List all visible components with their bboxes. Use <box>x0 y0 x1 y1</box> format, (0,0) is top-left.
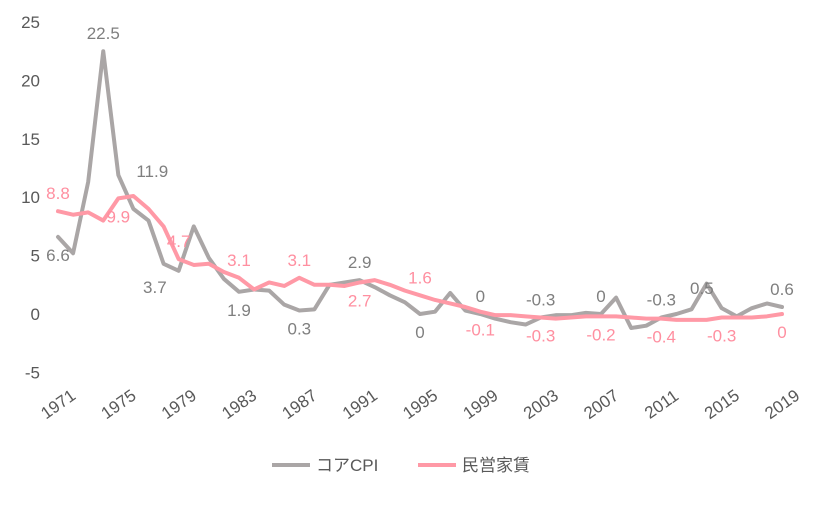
x-tick-label: 1979 <box>158 386 200 423</box>
x-tick-label: 2015 <box>701 386 743 423</box>
data-label: 2.9 <box>348 253 372 272</box>
data-label: 3.7 <box>143 278 167 297</box>
data-label: 1.6 <box>408 268 432 287</box>
data-label: 0 <box>476 287 485 306</box>
x-tick-label: 1987 <box>279 386 321 423</box>
x-tick-label: 2011 <box>641 386 682 423</box>
data-label: -0.3 <box>707 327 736 346</box>
data-label: -0.3 <box>647 291 676 310</box>
data-label: 2.7 <box>348 291 372 310</box>
series-lines <box>56 49 784 331</box>
x-tick-label: 2007 <box>580 386 622 423</box>
data-label: 6.6 <box>46 246 70 265</box>
data-label: 0.6 <box>770 280 794 299</box>
data-label: 11.9 <box>136 162 168 181</box>
x-tick-label: 1975 <box>98 386 140 423</box>
data-label: 0 <box>777 323 786 342</box>
x-tick-label: 1999 <box>460 386 502 423</box>
x-tick-label: 1971 <box>37 386 79 423</box>
y-tick-label: -5 <box>25 363 40 382</box>
y-tick-label: 25 <box>21 13 40 32</box>
data-label: -0.1 <box>466 321 495 340</box>
data-label: 0.5 <box>690 279 714 298</box>
x-tick-label: 2003 <box>520 386 562 423</box>
series-line-private-rent <box>56 194 784 322</box>
data-label: -0.2 <box>586 325 615 344</box>
data-label: 0.3 <box>288 319 312 338</box>
data-label: 0 <box>596 287 605 306</box>
data-label: -0.4 <box>647 328 676 347</box>
x-tick-label: 1995 <box>399 386 441 423</box>
data-label: -0.3 <box>526 291 555 310</box>
y-tick-label: 20 <box>21 71 40 90</box>
data-label: -0.3 <box>526 327 555 346</box>
legend: コアCPI 民営家賃 <box>272 456 530 475</box>
legend-label: コアCPI <box>316 456 378 475</box>
y-tick-label: 0 <box>31 305 40 324</box>
y-tick-label: 15 <box>21 130 40 149</box>
legend-label: 民営家賃 <box>462 456 530 475</box>
data-label: 3.1 <box>288 251 312 270</box>
y-tick-label: 5 <box>31 247 40 266</box>
x-axis: 1971 1975 1979 1983 1987 1991 1995 1999 2003 2007… <box>37 386 803 423</box>
data-label: 9.9 <box>107 207 131 226</box>
y-axis: -5 0 5 10 15 20 25 <box>21 13 40 382</box>
y-tick-label: 10 <box>21 188 40 207</box>
data-label: 1.9 <box>227 301 251 320</box>
data-labels: 6.6 22.5 11.9 3.7 1.9 0.3 2.9 0 0 -0.3 0 -0.3 0.5 0.6… <box>46 24 794 346</box>
x-tick-label: 2019 <box>761 386 803 423</box>
data-label: 8.8 <box>46 184 70 203</box>
x-tick-label: 1991 <box>339 386 381 423</box>
data-label: 4.7 <box>167 232 191 251</box>
data-label: 3.1 <box>227 251 251 270</box>
data-label: 22.5 <box>87 24 120 43</box>
data-label: 0 <box>415 323 424 342</box>
x-tick-label: 1983 <box>218 386 260 423</box>
